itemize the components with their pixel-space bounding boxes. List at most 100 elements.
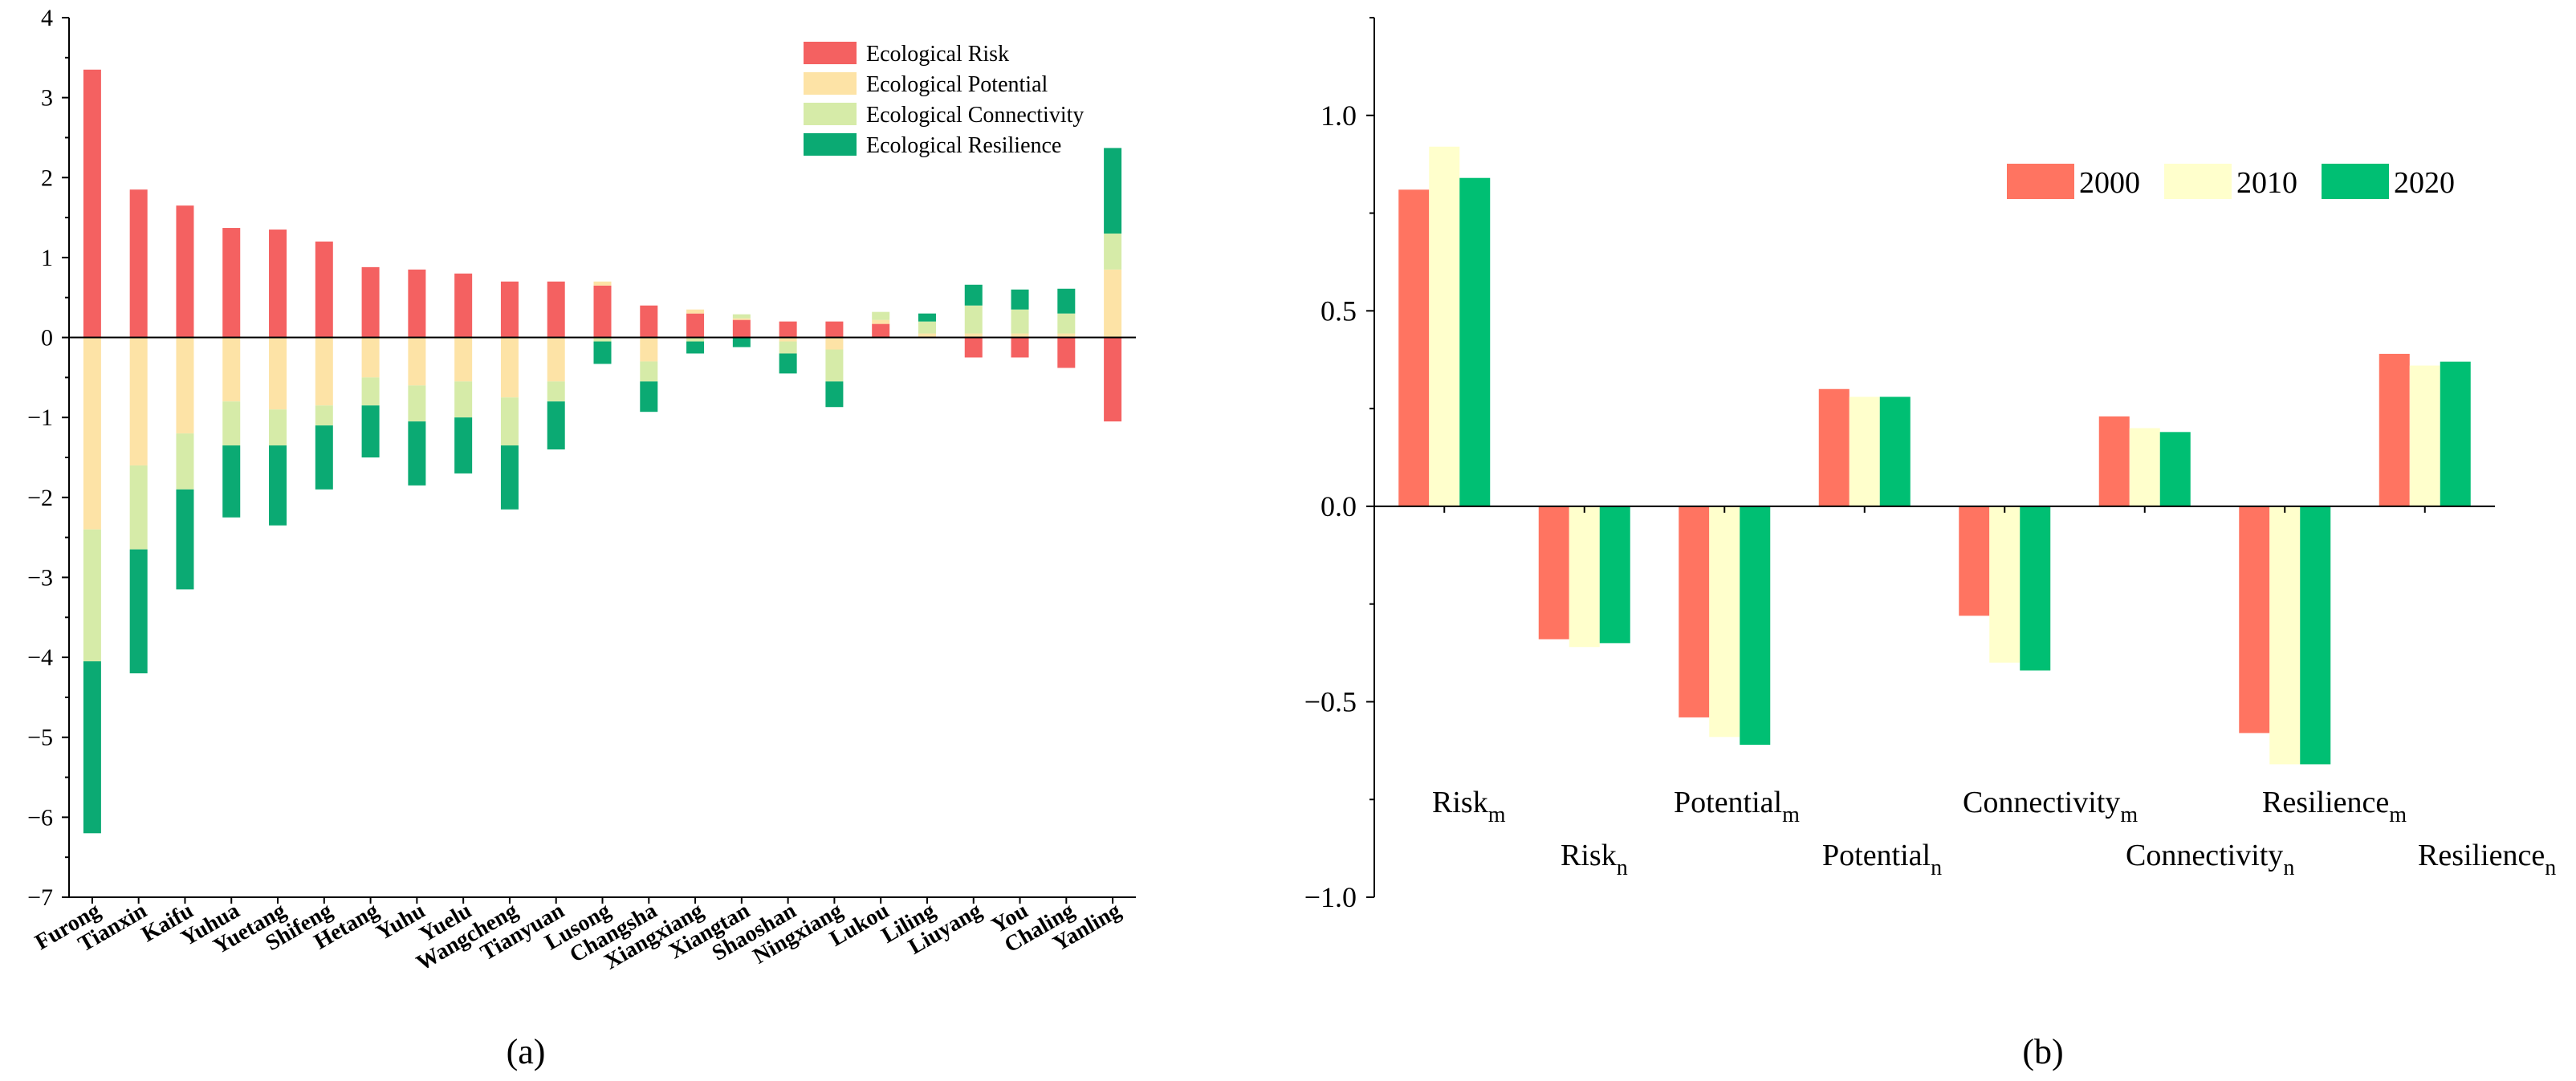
bar-lusong-ecological-risk bbox=[593, 285, 612, 338]
bar-hetang-ecological-resilience bbox=[361, 405, 380, 457]
bar-wangcheng-ecological-potential bbox=[500, 337, 519, 398]
bar-furong-ecological-risk bbox=[83, 69, 101, 338]
y-tick-label: −1.0 bbox=[1304, 881, 1357, 913]
bar-shaoshan-ecological-connectivity bbox=[779, 341, 797, 354]
bar-yanling-ecological-resilience bbox=[1104, 148, 1122, 234]
bar-connectivity-n-2020 bbox=[2159, 432, 2191, 506]
bar-tianyuan-ecological-potential bbox=[547, 337, 565, 382]
bar-xiangtan-ecological-resilience bbox=[732, 337, 751, 347]
bar-resilience-n-2000 bbox=[2379, 353, 2410, 506]
bar-resilience-m-2000 bbox=[2239, 506, 2270, 734]
y-tick-label: 4 bbox=[41, 5, 53, 31]
bar-liuyang-ecological-potential bbox=[964, 333, 983, 338]
legend-swatch-2010 bbox=[2164, 164, 2232, 199]
bar-risk-m-2000 bbox=[1398, 189, 1430, 506]
legend-swatch-ecological-resilience bbox=[804, 133, 857, 156]
bar-yanling-ecological-connectivity bbox=[1104, 234, 1122, 270]
bar-wangcheng-ecological-connectivity bbox=[500, 397, 519, 446]
x-label-connectivity-n: Connectivityn bbox=[2126, 839, 2294, 880]
bar-tianxin-ecological-risk bbox=[129, 189, 148, 338]
bar-yuetang-ecological-potential bbox=[269, 337, 287, 410]
bar-furong-ecological-connectivity bbox=[83, 529, 101, 662]
bar-yuhu-ecological-connectivity bbox=[408, 385, 426, 422]
bar-potential-n-2010 bbox=[1849, 396, 1880, 506]
panel-b-chart: −1.0 −0.5 0.0 0.5 1.0 Riskm Riskn Potentialm Po… bbox=[1304, 17, 2556, 1071]
bar-you-ecological-potential bbox=[1011, 333, 1029, 338]
bar-ningxiang-ecological-resilience bbox=[825, 381, 844, 408]
y-tick-label: −0.5 bbox=[1304, 685, 1357, 717]
bar-risk-n-2000 bbox=[1538, 506, 1569, 640]
y-tick-label: 0 bbox=[41, 325, 53, 352]
bar-xiangxiang-ecological-resilience bbox=[686, 341, 705, 354]
bar-you-ecological-risk bbox=[1011, 337, 1029, 358]
bar-tianyuan-ecological-resilience bbox=[547, 401, 565, 450]
bar-shaoshan-ecological-resilience bbox=[779, 353, 797, 374]
bar-connectivity-m-2000 bbox=[1959, 506, 1990, 616]
legend-label-ecological-risk: Ecological Risk bbox=[866, 42, 1009, 67]
bar-yuetang-ecological-connectivity bbox=[269, 409, 287, 446]
bar-yuhu-ecological-resilience bbox=[408, 421, 426, 486]
bar-lusong-ecological-potential bbox=[593, 281, 612, 286]
bar-kaifu-ecological-connectivity bbox=[176, 433, 194, 490]
panel-b-legend: 2000 2010 2020 bbox=[2007, 164, 2455, 200]
bar-shaoshan-ecological-risk bbox=[779, 321, 797, 338]
bar-yuhua-ecological-risk bbox=[222, 228, 241, 338]
legend-label-ecological-resilience: Ecological Resilience bbox=[866, 133, 1061, 158]
bar-ningxiang-ecological-risk bbox=[825, 321, 844, 338]
legend-label-2010: 2010 bbox=[2236, 166, 2297, 200]
legend-swatch-2020 bbox=[2322, 164, 2389, 199]
bar-chaling-ecological-risk bbox=[1057, 337, 1076, 368]
bar-connectivity-n-2010 bbox=[2129, 428, 2160, 506]
bar-furong-ecological-potential bbox=[83, 337, 101, 530]
y-tick-label: 1 bbox=[41, 245, 53, 271]
bar-connectivity-m-2020 bbox=[2020, 506, 2051, 671]
legend-swatch-ecological-risk bbox=[804, 42, 857, 64]
panel-b-axes bbox=[1373, 18, 2495, 897]
bar-you-ecological-connectivity bbox=[1011, 309, 1029, 334]
bar-xiangxiang-ecological-risk bbox=[686, 313, 705, 338]
y-tick-label: −3 bbox=[27, 564, 53, 591]
bar-changsha-ecological-potential bbox=[640, 337, 658, 362]
bar-kaifu-ecological-potential bbox=[176, 337, 194, 434]
bar-yuhua-ecological-connectivity bbox=[222, 401, 241, 446]
bar-yuetang-ecological-risk bbox=[269, 230, 287, 338]
bar-yuelu-ecological-risk bbox=[454, 273, 473, 338]
x-label-risk-m: Riskm bbox=[1432, 786, 1506, 827]
bar-liuyang-ecological-connectivity bbox=[964, 305, 983, 334]
panel-a-label: (a) bbox=[507, 1032, 546, 1071]
bar-xiangxiang-ecological-potential bbox=[686, 309, 705, 314]
bar-risk-n-2020 bbox=[1599, 506, 1630, 644]
legend-label-2020: 2020 bbox=[2394, 166, 2455, 200]
y-tick-label: −6 bbox=[27, 804, 53, 831]
bar-chaling-ecological-potential bbox=[1057, 333, 1076, 338]
bar-yuhu-ecological-potential bbox=[408, 337, 426, 386]
bar-ningxiang-ecological-potential bbox=[825, 337, 844, 350]
bar-tianyuan-ecological-risk bbox=[547, 281, 565, 338]
legend-swatch-ecological-potential bbox=[804, 72, 857, 95]
bar-yuelu-ecological-resilience bbox=[454, 417, 473, 473]
y-tick-label: 0.0 bbox=[1321, 490, 1357, 522]
legend-swatch-ecological-connectivity bbox=[804, 103, 857, 125]
bar-shifeng-ecological-risk bbox=[315, 241, 333, 338]
bar-yuetang-ecological-resilience bbox=[269, 445, 287, 526]
bar-kaifu-ecological-resilience bbox=[176, 489, 194, 590]
bar-changsha-ecological-risk bbox=[640, 305, 658, 338]
y-tick-label: −5 bbox=[27, 725, 53, 751]
bar-liuyang-ecological-risk bbox=[964, 337, 983, 358]
bar-shaoshan-ecological-potential bbox=[779, 337, 797, 342]
bar-wangcheng-ecological-resilience bbox=[500, 445, 519, 510]
bar-potential-m-2000 bbox=[1679, 506, 1710, 717]
bar-shifeng-ecological-resilience bbox=[315, 425, 333, 490]
bar-potential-n-2020 bbox=[1879, 396, 1911, 506]
bar-potential-n-2000 bbox=[1818, 388, 1850, 506]
y-tick-label: −4 bbox=[27, 644, 53, 671]
bar-changsha-ecological-connectivity bbox=[640, 361, 658, 382]
bar-hetang-ecological-risk bbox=[361, 266, 380, 338]
bar-liling-ecological-connectivity bbox=[918, 321, 936, 334]
x-label-risk-n: Riskn bbox=[1561, 839, 1628, 880]
legend-label-ecological-potential: Ecological Potential bbox=[866, 72, 1048, 97]
bar-wangcheng-ecological-risk bbox=[500, 281, 519, 338]
bar-resilience-n-2010 bbox=[2409, 365, 2440, 506]
panel-a-x-labels: FurongTianxinKaifuYuhuaYuetangShifengHet… bbox=[31, 897, 1125, 976]
